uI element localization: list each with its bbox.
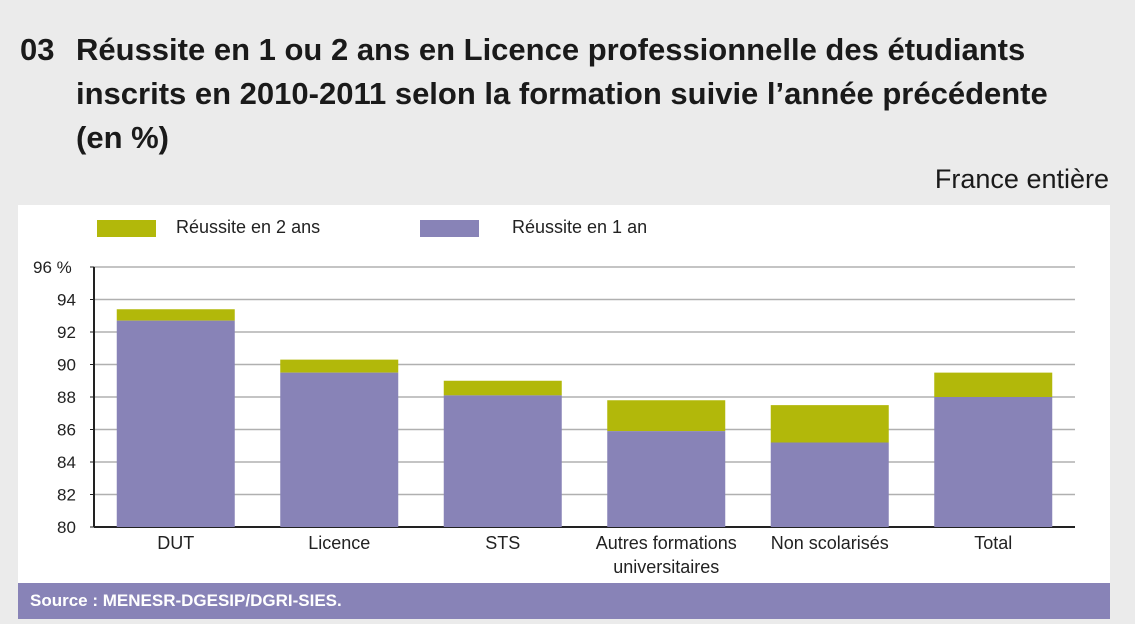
scope-label: France entière [934, 164, 1109, 194]
bar-reussite-2-ans [770, 405, 889, 443]
legend-label: Réussite en 1 an [512, 217, 647, 237]
figure-number: 03 [20, 32, 55, 67]
x-tick-label: DUT [157, 533, 194, 553]
title-text: Réussite en 1 ou 2 ans en Licence profes… [76, 32, 1048, 155]
bar-reussite-1-an [770, 442, 889, 527]
y-tick-label: 96 % [33, 258, 72, 277]
x-tick-label: universitaires [613, 557, 719, 577]
legend-swatch [420, 220, 479, 237]
x-tick-label: Autres formations [596, 533, 737, 553]
bar-reussite-2-ans [280, 359, 399, 373]
y-tick-label: 82 [57, 486, 76, 505]
bar-reussite-1-an [607, 431, 726, 527]
y-tick-label: 90 [57, 356, 76, 375]
chart-title: 03 Réussite en 1 ou 2 ans en Licence prof… [20, 28, 1080, 160]
x-tick-label: STS [485, 533, 520, 553]
x-tick-label: Licence [308, 533, 370, 553]
bar-reussite-2-ans [607, 400, 726, 432]
y-tick-label: 88 [57, 388, 76, 407]
bar-reussite-1-an [280, 372, 399, 527]
bar-reussite-1-an [116, 320, 235, 527]
y-tick-label: 92 [57, 323, 76, 342]
y-tick-label: 86 [57, 421, 76, 440]
bar-reussite-2-ans [934, 372, 1053, 397]
y-tick-label: 84 [57, 453, 76, 472]
y-tick-label: 80 [57, 518, 76, 537]
bar-reussite-1-an [934, 397, 1053, 527]
bar-reussite-2-ans [116, 309, 235, 321]
bar-reussite-1-an [443, 395, 562, 527]
bar-reussite-2-ans [443, 380, 562, 396]
x-tick-label: Total [974, 533, 1012, 553]
legend-label: Réussite en 2 ans [176, 217, 320, 237]
legend-swatch [97, 220, 156, 237]
x-tick-label: Non scolarisés [771, 533, 889, 553]
source-note: Source : MENESR-DGESIP/DGRI-SIES. [18, 583, 1110, 619]
y-tick-label: 94 [57, 291, 76, 310]
